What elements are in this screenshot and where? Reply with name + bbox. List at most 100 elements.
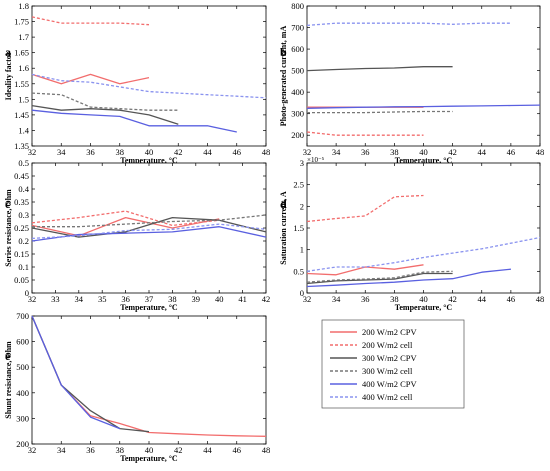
- series-line-5: [306, 268, 511, 288]
- series-line-5: [31, 226, 267, 242]
- y-tick-label: 2: [300, 201, 304, 211]
- x-tick-label: 48: [262, 147, 271, 157]
- series-line-4: [306, 270, 453, 283]
- x-tick-label: 48: [536, 147, 545, 157]
- y-tick-label: 1.35: [14, 141, 29, 151]
- legend-entry: 300 W/m2 CPV: [362, 353, 417, 363]
- y-tick-label: 0.35: [14, 197, 29, 207]
- y-tick-label: 0.4: [18, 184, 29, 194]
- x-tick-label: 40: [145, 445, 154, 455]
- legend-entry: 300 W/m2 cell: [362, 366, 413, 376]
- y-tick-label: 1: [300, 245, 304, 255]
- y-tick-label: 200: [16, 439, 29, 449]
- y-tick-label: 0.5: [293, 266, 304, 276]
- y-tick-label: 1.75: [14, 17, 29, 27]
- y-axis-label: Saturation current, A: [279, 191, 288, 265]
- x-tick-label: 42: [448, 147, 457, 157]
- x-tick-label: 32: [28, 445, 37, 455]
- plot-frame: [31, 315, 267, 445]
- x-tick-label: 48: [262, 445, 271, 455]
- series-line-4: [31, 92, 179, 111]
- chart-panel-c: 32 33 34 35 36 37 38 39 40 41 42 0 0.05 0.1 0.15 0.2 0.2…: [4, 158, 270, 312]
- legend-entry: 400 W/m2 cell: [362, 392, 413, 402]
- x-tick-label: 38: [168, 294, 177, 304]
- y-tick-label: 0: [300, 288, 304, 298]
- series-line-1: [31, 216, 220, 237]
- chart-panel-a: 32 34 36 38 40 42 44 46 48 1.35 1.4 1.45 1.5 1.55 1.6 1…: [4, 1, 270, 165]
- y-tick-label: 500: [291, 66, 304, 76]
- y-tick-label: 0.25: [14, 223, 29, 233]
- x-tick-label: 36: [86, 445, 95, 455]
- y-tick-label: 700: [16, 311, 29, 321]
- series-line-4: [307, 110, 453, 114]
- panel-label: e: [5, 349, 11, 363]
- x-axis-label: Temperature, °C: [120, 454, 178, 463]
- series-line-6: [306, 22, 511, 27]
- x-tick-label: 46: [233, 147, 242, 157]
- y-tick-label: 0.3: [18, 210, 29, 220]
- x-tick-label: 44: [478, 294, 487, 304]
- series-line-1: [306, 264, 424, 276]
- x-tick-label: 40: [215, 294, 224, 304]
- y-tick-label: 0.1: [18, 262, 29, 272]
- y-tick-label: 600: [291, 44, 304, 54]
- x-tick-label: 36: [361, 294, 370, 304]
- y-tick-label: 1.45: [14, 110, 29, 120]
- x-tick-label: 32: [303, 147, 312, 157]
- y-tick-label: 1.6: [18, 63, 29, 73]
- series-line-3: [306, 66, 453, 72]
- y-axis-label: Series resistance, Ohm: [4, 189, 13, 267]
- y-tick-label: 800: [291, 1, 304, 11]
- x-tick-label: 46: [233, 445, 242, 455]
- x-tick-label: 35: [98, 294, 107, 304]
- y-tick-label: 400: [16, 388, 29, 398]
- y-tick-label: 3: [300, 158, 304, 168]
- series-line-5: [306, 104, 541, 109]
- axis-exponent: ×10⁻⁵: [307, 156, 325, 164]
- series-line-4: [32, 214, 267, 228]
- x-tick-label: 42: [174, 147, 183, 157]
- series-line-3: [31, 104, 179, 125]
- y-tick-label: 2.5: [293, 180, 304, 190]
- x-tick-label: 40: [145, 147, 154, 157]
- y-tick-label: 300: [291, 109, 304, 119]
- series-line-5: [31, 109, 237, 133]
- x-tick-label: 39: [192, 294, 201, 304]
- panel-label: a: [5, 45, 11, 59]
- x-tick-label: 44: [478, 147, 487, 157]
- x-tick-label: 36: [86, 147, 95, 157]
- x-axis-label: Temperature, °C: [120, 303, 178, 312]
- x-axis-label: Temperature, °C: [395, 156, 453, 165]
- x-axis-label: Temperature, °C: [395, 303, 453, 312]
- x-tick-label: 36: [361, 147, 370, 157]
- x-tick-label: 36: [121, 294, 130, 304]
- x-tick-label: 44: [203, 147, 212, 157]
- series-line-3: [306, 272, 453, 285]
- legend: 200 W/m2 CPV 200 W/m2 cell 300 W/m2 CPV 300…: [321, 319, 465, 409]
- y-tick-label: 0.15: [14, 249, 29, 259]
- y-tick-label: 300: [16, 413, 29, 423]
- x-tick-label: 34: [75, 294, 84, 304]
- series-line-2: [31, 210, 220, 227]
- series-line-3: [31, 315, 121, 430]
- y-axis-label: Ideality factor: [4, 51, 13, 100]
- series-line-6: [306, 236, 541, 272]
- x-tick-label: 42: [448, 294, 457, 304]
- y-tick-label: 1.65: [14, 48, 29, 58]
- y-tick-label: 1.55: [14, 79, 29, 89]
- y-tick-label: 1.7: [18, 32, 29, 42]
- x-tick-label: 46: [507, 147, 516, 157]
- chart-panel-b: 32 34 36 38 40 42 44 46 48 200 300 400 500 600 700 800 T…: [279, 1, 544, 165]
- series-line-1: [31, 73, 150, 85]
- y-tick-label: 400: [291, 87, 304, 97]
- plot-frame: [306, 5, 541, 147]
- x-tick-label: 38: [390, 294, 399, 304]
- y-tick-label: 0.45: [14, 171, 29, 181]
- y-tick-label: 0: [25, 288, 29, 298]
- x-tick-label: 32: [28, 147, 37, 157]
- y-tick-label: 1.5: [293, 223, 304, 233]
- x-tick-label: 44: [203, 445, 212, 455]
- x-tick-label: 33: [51, 294, 60, 304]
- x-tick-label: 37: [145, 294, 154, 304]
